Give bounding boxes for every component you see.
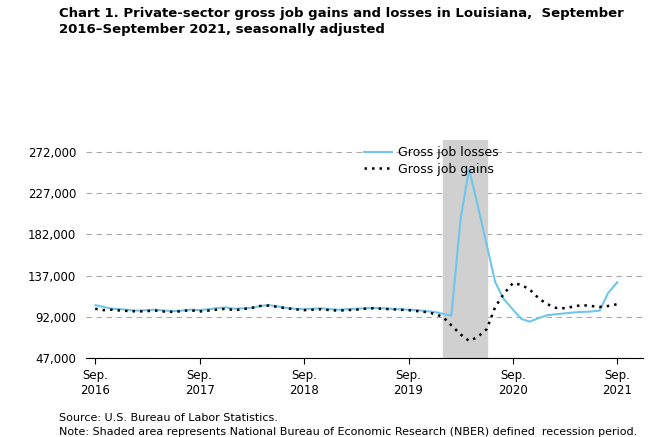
Text: Note: Shaded area represents National Bureau of Economic Research (NBER) defined: Note: Shaded area represents National Bu… (59, 427, 638, 437)
Legend: Gross job losses, Gross job gains: Gross job losses, Gross job gains (364, 146, 499, 176)
Bar (443, 140, 487, 358)
Text: Source: U.S. Bureau of Labor Statistics.: Source: U.S. Bureau of Labor Statistics. (59, 413, 279, 423)
Text: Chart 1. Private-sector gross job gains and losses in Louisiana,  September
2016: Chart 1. Private-sector gross job gains … (59, 7, 624, 35)
